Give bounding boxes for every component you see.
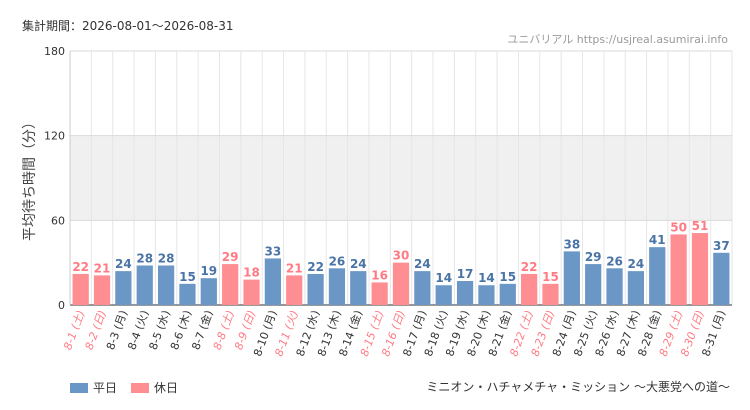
value-label-19: 17 (457, 267, 474, 281)
value-label-12: 22 (307, 260, 324, 274)
bar-30 (691, 233, 709, 305)
bar-16 (392, 262, 410, 305)
bar-15 (371, 282, 388, 305)
bar-20 (478, 285, 495, 305)
legend-item-weekday: 平日 (70, 379, 117, 396)
bar-7 (200, 278, 217, 305)
value-label-6: 15 (179, 270, 196, 284)
legend-label-weekday: 平日 (93, 381, 118, 395)
bar-26 (606, 268, 623, 305)
bar-28 (649, 247, 666, 305)
value-label-10: 33 (265, 244, 282, 258)
bar-11 (286, 275, 303, 305)
value-label-22: 22 (521, 260, 538, 274)
bar-5 (157, 265, 175, 305)
value-label-3: 24 (115, 257, 132, 271)
legend-item-holiday: 休日 (131, 379, 178, 396)
bar-22 (521, 273, 538, 305)
value-label-23: 15 (542, 270, 559, 284)
value-label-15: 16 (371, 268, 388, 282)
value-label-28: 41 (649, 233, 666, 247)
attraction-name: ミニオン・ハチャメチャ・ミッション ～大悪党への道～ (426, 380, 730, 394)
value-label-31: 37 (713, 239, 730, 253)
y-tick-label-60: 60 (51, 214, 65, 227)
value-label-8: 29 (222, 250, 239, 264)
value-label-17: 24 (414, 257, 431, 271)
value-label-24: 38 (563, 237, 580, 251)
value-label-13: 26 (329, 254, 346, 268)
bar-27 (627, 271, 645, 305)
bar-23 (542, 283, 559, 305)
y-tick-label-0: 0 (58, 299, 65, 312)
value-label-4: 28 (136, 251, 153, 265)
band-60-120 (70, 135, 732, 221)
bar-31 (713, 252, 730, 305)
bar-1 (72, 273, 89, 305)
legend-label-holiday: 休日 (154, 381, 179, 395)
bar-14 (350, 271, 367, 305)
bar-18 (435, 285, 452, 305)
legend: 平日 休日 (70, 379, 178, 396)
value-label-30: 51 (692, 219, 709, 233)
bar-29 (670, 234, 687, 305)
legend-swatch-weekday (70, 382, 88, 393)
bar-2 (93, 275, 111, 305)
value-label-5: 28 (158, 251, 175, 265)
bar-21 (499, 283, 516, 305)
legend-swatch-holiday (131, 382, 150, 393)
period-label: 集計期間：2026-08-01～2026-08-31 (22, 19, 234, 33)
y-tick-label-180: 180 (44, 45, 65, 58)
bar-4 (136, 265, 153, 305)
value-label-29: 50 (670, 220, 687, 234)
value-label-21: 15 (499, 270, 516, 284)
bar-12 (307, 273, 324, 305)
value-label-27: 24 (628, 257, 645, 271)
value-label-16: 30 (393, 249, 410, 263)
y-axis-label: 平均待ち時間（分） (22, 115, 38, 241)
value-label-7: 19 (200, 264, 217, 278)
bar-8 (222, 264, 239, 305)
value-label-25: 29 (585, 250, 602, 264)
bar-10 (264, 258, 281, 305)
bar-13 (328, 268, 346, 305)
bar-9 (243, 279, 260, 305)
site-credit: ユニバリアル https://usjreal.asumirai.info (507, 33, 728, 46)
value-label-14: 24 (350, 257, 367, 271)
value-label-11: 21 (286, 261, 303, 275)
value-label-2: 21 (94, 261, 111, 275)
value-label-20: 14 (478, 271, 495, 285)
y-tick-label-120: 120 (44, 130, 65, 143)
bar-3 (115, 271, 132, 305)
value-label-18: 14 (435, 271, 452, 285)
bar-19 (456, 281, 474, 305)
value-label-1: 22 (72, 260, 89, 274)
bar-25 (585, 264, 602, 305)
bar-17 (414, 271, 431, 305)
bar-6 (179, 283, 196, 305)
value-label-26: 26 (606, 254, 623, 268)
bar-24 (563, 251, 580, 305)
value-label-9: 18 (243, 266, 260, 280)
